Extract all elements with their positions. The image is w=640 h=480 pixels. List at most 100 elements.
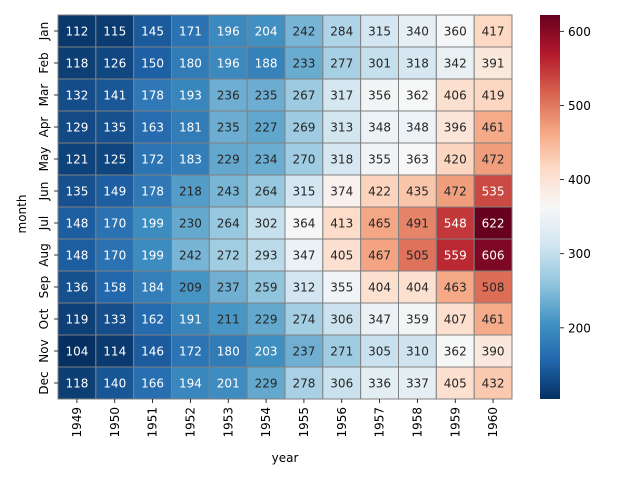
cell-value-label: 274 <box>292 313 315 327</box>
heatmap-cell <box>133 334 173 368</box>
heatmap-cell <box>133 206 173 240</box>
heatmap-cell <box>435 110 475 144</box>
cell-value-label: 362 <box>444 345 467 359</box>
cell-value-label: 559 <box>444 249 467 263</box>
cell-value-label: 508 <box>482 281 505 295</box>
cell-value-label: 313 <box>330 121 353 135</box>
cell-value-label: 193 <box>179 89 202 103</box>
y-tick-label: Jul <box>37 216 51 231</box>
heatmap-cell <box>398 206 437 240</box>
cell-value-label: 140 <box>103 377 126 391</box>
cell-value-label: 407 <box>444 313 467 327</box>
heatmap-cell <box>95 270 135 304</box>
cell-value-label: 170 <box>103 217 126 231</box>
cell-value-label: 125 <box>103 153 126 167</box>
heatmap-cell <box>435 46 475 80</box>
heatmap-cell <box>284 174 324 208</box>
heatmap-cell <box>133 78 173 112</box>
heatmap-cell <box>57 238 97 272</box>
cell-value-label: 121 <box>65 153 88 167</box>
y-tick-label: Sep <box>37 276 51 299</box>
cell-value-label: 136 <box>65 281 88 295</box>
cell-value-label: 406 <box>444 89 467 103</box>
cell-value-label: 172 <box>179 345 202 359</box>
cell-value-label: 141 <box>103 89 126 103</box>
heatmap-cell <box>208 206 248 240</box>
heatmap-cell <box>284 302 324 336</box>
cell-value-label: 166 <box>141 377 164 391</box>
x-tick-label: 1956 <box>335 407 349 438</box>
cell-value-label: 104 <box>65 345 88 359</box>
heatmap-cell <box>284 366 324 400</box>
heatmap-cell <box>360 174 399 208</box>
heatmap-cell <box>57 206 97 240</box>
cell-value-label: 270 <box>292 153 315 167</box>
colorbar-tick-label: 300 <box>568 247 591 261</box>
cell-value-label: 115 <box>103 25 126 39</box>
cell-value-label: 114 <box>103 345 126 359</box>
cell-value-label: 162 <box>141 313 164 327</box>
cell-value-label: 235 <box>255 89 278 103</box>
heatmap-cell <box>284 142 324 176</box>
x-tick-label: 1955 <box>297 407 311 438</box>
heatmap-cell <box>284 334 324 368</box>
cell-value-label: 467 <box>368 249 391 263</box>
cell-value-label: 267 <box>292 89 315 103</box>
x-tick-label: 1958 <box>410 407 424 438</box>
heatmap-cell <box>398 110 437 144</box>
heatmap-cell <box>171 174 210 208</box>
cell-value-label: 201 <box>217 377 240 391</box>
cell-value-label: 472 <box>482 153 505 167</box>
heatmap-cell <box>246 334 286 368</box>
cell-value-label: 237 <box>217 281 240 295</box>
colorbar-tick-label: 600 <box>568 25 591 39</box>
cell-value-label: 491 <box>406 217 429 231</box>
cell-value-label: 404 <box>368 281 391 295</box>
cell-value-label: 306 <box>330 377 353 391</box>
cell-value-label: 112 <box>65 25 88 39</box>
cell-value-label: 163 <box>141 121 164 135</box>
cell-value-label: 302 <box>255 217 278 231</box>
cell-value-label: 235 <box>217 121 240 135</box>
heatmap-cell <box>360 46 399 80</box>
cell-value-label: 606 <box>482 249 505 263</box>
cell-value-label: 363 <box>406 153 429 167</box>
x-tick-label: 1951 <box>146 407 160 438</box>
cell-value-label: 312 <box>292 281 315 295</box>
heatmap-cell <box>473 302 513 336</box>
cell-value-label: 209 <box>179 281 202 295</box>
colorbar <box>540 15 560 399</box>
heatmap-cell <box>473 14 513 48</box>
cell-value-label: 404 <box>406 281 429 295</box>
cell-value-label: 337 <box>406 377 429 391</box>
cell-value-label: 236 <box>217 89 240 103</box>
cell-value-label: 390 <box>482 345 505 359</box>
cell-value-label: 348 <box>368 121 391 135</box>
cell-value-label: 548 <box>444 217 467 231</box>
cell-value-label: 188 <box>255 57 278 71</box>
cell-value-label: 145 <box>141 25 164 39</box>
cell-value-label: 293 <box>255 249 278 263</box>
cell-value-label: 318 <box>406 57 429 71</box>
heatmap-cell <box>435 366 475 400</box>
cell-value-label: 336 <box>368 377 391 391</box>
y-tick-label: Aug <box>37 243 51 266</box>
cell-value-label: 132 <box>65 89 88 103</box>
heatmap-cell <box>95 46 135 80</box>
heatmap-cell <box>246 174 286 208</box>
cell-value-label: 150 <box>141 57 164 71</box>
cell-value-label: 461 <box>482 313 505 327</box>
heatmap-cell <box>284 206 324 240</box>
cell-value-label: 184 <box>141 281 164 295</box>
cell-value-label: 180 <box>217 345 240 359</box>
x-tick-label: 1957 <box>373 407 387 438</box>
heatmap-cell <box>435 238 475 272</box>
cell-value-label: 158 <box>103 281 126 295</box>
cell-value-label: 417 <box>482 25 505 39</box>
x-tick-labels: 1949 1950 1951 1952 1953 1954 1955 1956 1957 1958… <box>70 399 500 438</box>
cell-value-label: 180 <box>179 57 202 71</box>
cell-value-label: 413 <box>330 217 353 231</box>
cell-value-label: 463 <box>444 281 467 295</box>
heatmap-cell <box>95 206 135 240</box>
